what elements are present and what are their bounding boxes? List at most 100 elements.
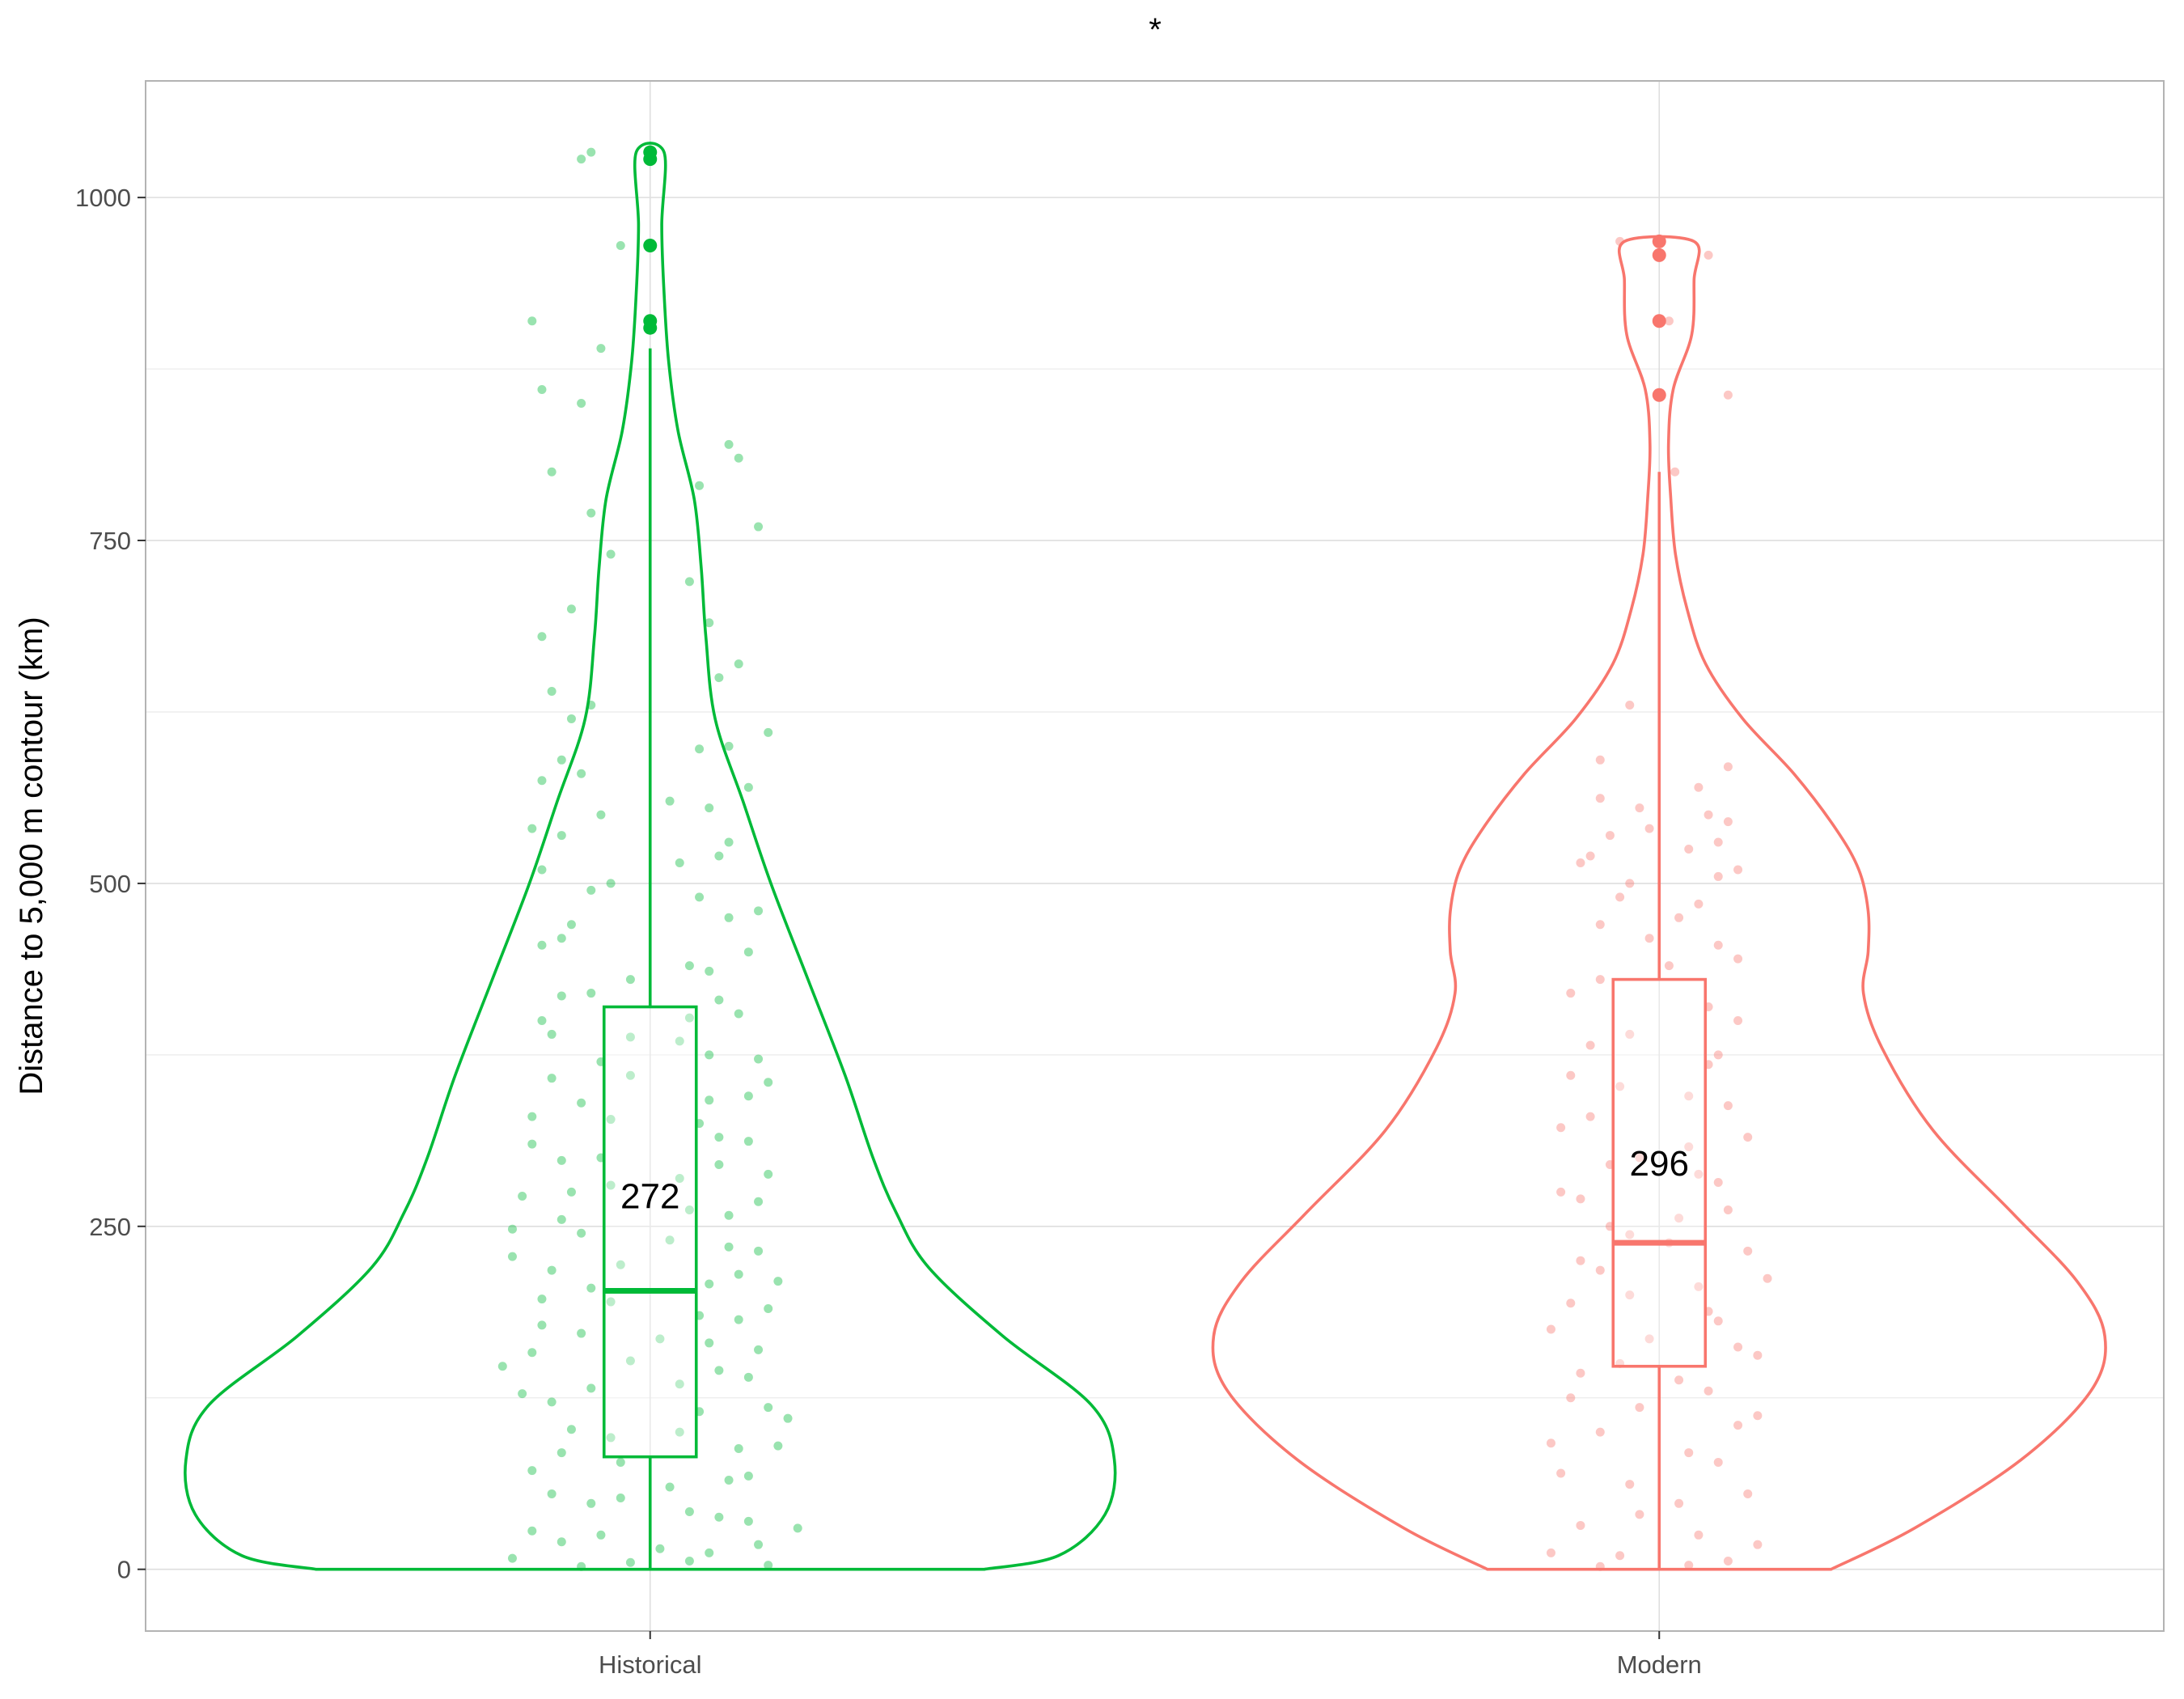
jitter-point: [1635, 803, 1644, 813]
jitter-point: [1595, 975, 1605, 985]
jitter-point: [1546, 1438, 1555, 1448]
jitter-point: [1605, 831, 1615, 841]
jitter-point: [547, 1029, 557, 1039]
jitter-point: [714, 851, 724, 861]
jitter-point: [1723, 817, 1733, 827]
jitter-point: [1694, 1282, 1704, 1291]
jitter-point: [1723, 1557, 1733, 1566]
jitter-point: [537, 1015, 547, 1025]
x-tick-label: Modern: [1617, 1650, 1702, 1679]
jitter-point: [616, 1260, 625, 1269]
jitter-point: [1704, 1386, 1713, 1396]
jitter-point: [1694, 1169, 1704, 1179]
jitter-point: [547, 687, 557, 697]
jitter-point: [537, 940, 547, 950]
outlier-point: [1652, 314, 1666, 328]
jitter-point: [793, 1523, 802, 1533]
jitter-point: [1625, 1290, 1635, 1300]
jitter-point: [665, 796, 675, 806]
jitter-point: [1743, 1133, 1753, 1142]
jitter-point: [625, 975, 635, 985]
jitter-point: [1664, 961, 1674, 971]
jitter-point: [586, 989, 596, 998]
jitter-point: [705, 966, 714, 976]
jitter-point: [684, 1557, 694, 1566]
violin-outline: [184, 142, 1117, 1571]
jitter-point: [1733, 954, 1743, 964]
jitter-point: [527, 1112, 537, 1121]
jitter-point: [764, 1561, 773, 1570]
jitter-point: [714, 1366, 724, 1375]
jitter-point: [1713, 1178, 1723, 1188]
jitter-point: [1595, 755, 1605, 765]
jitter-point: [1644, 824, 1654, 833]
jitter-point: [714, 1512, 724, 1522]
jitter-point: [547, 1397, 557, 1407]
jitter-point: [1566, 1299, 1576, 1308]
jitter-point: [1733, 1015, 1743, 1025]
jitter-point: [743, 1091, 753, 1101]
outlier-point: [643, 314, 658, 328]
jitter-point: [705, 803, 714, 813]
jitter-point: [1753, 1540, 1763, 1549]
violin-groups: 272 296: [184, 142, 2107, 1571]
jitter-point: [1576, 1256, 1585, 1265]
jitter-point: [1704, 810, 1713, 820]
y-tick-label: 250: [89, 1213, 131, 1241]
jitter-point: [1546, 1324, 1555, 1334]
jitter-point: [566, 604, 576, 614]
jitter-point: [773, 1277, 783, 1286]
jitter-point: [586, 700, 596, 710]
jitter-point: [616, 240, 625, 250]
jitter-point: [1713, 871, 1723, 881]
jitter-point: [724, 913, 734, 922]
jitter-point: [1694, 782, 1704, 792]
jitter-point: [754, 906, 764, 916]
jitter-point: [518, 1389, 527, 1399]
jitter-point: [518, 1192, 527, 1201]
outlier-point: [643, 145, 658, 159]
jitter-point: [616, 1457, 625, 1467]
jitter-point: [1684, 1561, 1694, 1570]
jitter-point: [596, 810, 606, 820]
jitter-point: [1615, 892, 1625, 902]
jitter-point: [547, 1265, 557, 1275]
group-modern: 296: [1211, 234, 2107, 1571]
jitter-point: [1753, 1350, 1763, 1360]
jitter-point: [566, 920, 576, 930]
jitter-point: [1566, 989, 1576, 998]
jitter-point: [577, 1098, 586, 1108]
jitter-point: [1576, 858, 1585, 867]
jitter-point: [1625, 1230, 1635, 1239]
jitter-point: [625, 1032, 635, 1042]
jitter-point: [606, 879, 616, 888]
jitter-point: [557, 755, 566, 765]
jitter-point: [714, 673, 724, 683]
jitter-point: [1615, 1082, 1625, 1091]
jitter-point: [1684, 1448, 1694, 1458]
x-axis: Historical Modern: [599, 1631, 1702, 1679]
jitter-point: [1674, 913, 1684, 922]
jitter-point: [606, 1433, 616, 1443]
jitter-point: [566, 1187, 576, 1197]
jitter-point: [684, 1013, 694, 1023]
jitter-point: [743, 1137, 753, 1146]
jitter-point: [547, 1489, 557, 1498]
jitter-point: [1595, 1265, 1605, 1275]
jitter-point: [743, 782, 753, 792]
jitter-point: [1674, 1498, 1684, 1508]
jitter-point: [1625, 1480, 1635, 1489]
jitter-point: [724, 1475, 734, 1485]
jitter-point: [655, 1334, 665, 1344]
jitter-point: [537, 865, 547, 875]
jitter-point: [1664, 316, 1674, 326]
jitter-point: [1753, 1411, 1763, 1421]
jitter-point: [675, 858, 684, 867]
jitter-point: [566, 1425, 576, 1434]
jitter-point: [586, 147, 596, 157]
jitter-point: [577, 1228, 586, 1238]
jitter-point: [1625, 700, 1635, 710]
box-iqr: [602, 1005, 698, 1459]
y-tick-label: 1000: [75, 184, 131, 212]
